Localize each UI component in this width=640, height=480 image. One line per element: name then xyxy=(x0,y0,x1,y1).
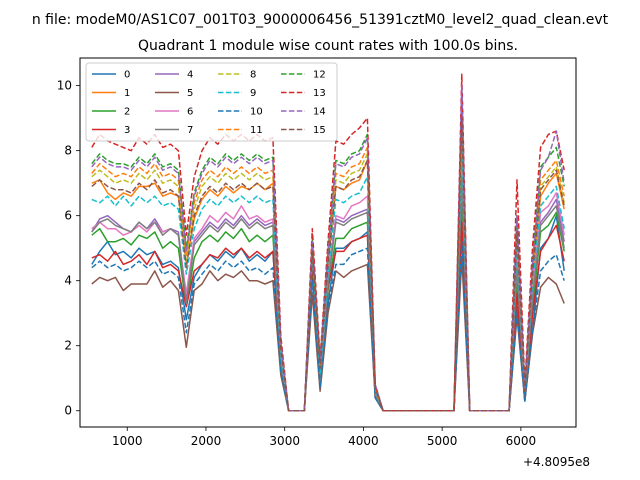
y-tick-label: 8 xyxy=(64,144,72,158)
x-offset-label: +4.8095e8 xyxy=(523,455,590,469)
legend-label-0: 0 xyxy=(124,70,130,81)
legend-label-10: 10 xyxy=(250,107,263,118)
legend-label-4: 4 xyxy=(187,70,193,81)
series-line-14 xyxy=(91,84,565,412)
x-tick-label: 5000 xyxy=(427,434,458,448)
y-tick-label: 10 xyxy=(57,79,72,93)
legend-label-11: 11 xyxy=(250,125,263,136)
legend-label-1: 1 xyxy=(124,88,130,99)
legend-label-2: 2 xyxy=(124,107,130,118)
series-line-15 xyxy=(91,117,565,412)
legend-label-14: 14 xyxy=(313,107,326,118)
axes-frame xyxy=(79,57,577,428)
plot-area xyxy=(91,73,565,412)
legend-label-9: 9 xyxy=(250,88,256,99)
axis-ticks: 1000 2000 3000 4000 5000 6000 0 2 4 6 8 10 xyxy=(57,79,536,448)
legend-label-6: 6 xyxy=(187,107,193,118)
legend-box xyxy=(85,62,338,142)
series-line-10 xyxy=(91,240,565,412)
x-tick-label: 2000 xyxy=(191,434,222,448)
legend-label-8: 8 xyxy=(250,70,256,81)
y-tick-label: 2 xyxy=(64,339,72,353)
chart-title: Quadrant 1 module wise count rates with … xyxy=(138,38,518,54)
legend-label-7: 7 xyxy=(187,125,193,136)
y-tick-label: 4 xyxy=(64,274,72,288)
legend-label-12: 12 xyxy=(313,70,326,81)
figure-suptitle: n file: modeM0/AS1C07_001T03_9000006456_… xyxy=(32,12,609,28)
x-tick-label: 4000 xyxy=(348,434,379,448)
x-tick-label: 1000 xyxy=(112,434,143,448)
x-tick-label: 3000 xyxy=(269,434,300,448)
legend-label-13: 13 xyxy=(313,88,326,99)
y-tick-label: 0 xyxy=(64,404,72,418)
y-tick-label: 6 xyxy=(64,209,72,223)
legend-label-15: 15 xyxy=(313,125,326,136)
legend-label-5: 5 xyxy=(187,88,193,99)
x-tick-label: 6000 xyxy=(506,434,537,448)
legend-label-3: 3 xyxy=(124,125,130,136)
